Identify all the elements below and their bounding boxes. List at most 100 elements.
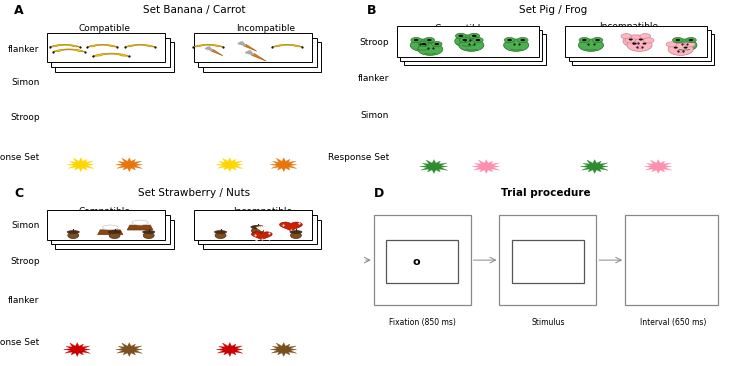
Polygon shape [67,158,94,172]
Ellipse shape [68,232,78,239]
Text: Set Strawberry / Nuts: Set Strawberry / Nuts [138,188,250,198]
Polygon shape [50,44,80,47]
Text: Interval (650 ms): Interval (650 ms) [641,317,707,326]
Text: flanker: flanker [8,296,40,305]
Text: D: D [374,187,384,199]
Text: Response Set: Response Set [328,153,389,162]
Text: Compatible: Compatible [434,24,486,33]
Ellipse shape [677,50,685,52]
Text: Simon: Simon [11,221,40,229]
Polygon shape [472,160,500,173]
Text: Incompatible: Incompatible [236,24,295,33]
Bar [572,34,714,65]
Circle shape [666,42,677,47]
Text: Stroop: Stroop [10,257,40,266]
Polygon shape [116,158,142,172]
Circle shape [459,35,463,37]
Circle shape [582,39,586,41]
Text: Incompatible: Incompatible [232,207,292,216]
Text: Stroop: Stroop [10,113,40,122]
Circle shape [504,39,528,51]
Polygon shape [125,44,155,47]
Circle shape [427,39,432,41]
Circle shape [454,35,480,48]
Bar [374,215,471,305]
Circle shape [643,42,647,45]
Polygon shape [210,49,223,56]
Circle shape [418,43,443,55]
Circle shape [621,34,632,39]
Circle shape [685,37,696,42]
Text: Simon: Simon [361,111,389,120]
Bar [55,220,174,249]
Polygon shape [92,53,130,56]
Bar [512,240,583,283]
Circle shape [459,39,484,51]
Circle shape [520,39,525,41]
Text: A: A [15,4,24,17]
Circle shape [676,39,680,41]
Text: flanker: flanker [8,45,40,54]
Polygon shape [87,44,117,47]
Circle shape [414,39,419,41]
Circle shape [592,37,603,42]
Circle shape [689,39,693,41]
Circle shape [674,46,678,49]
Circle shape [623,35,649,48]
Circle shape [668,43,693,55]
Text: Trial procedure: Trial procedure [501,188,591,198]
Text: Set Banana / Carrot: Set Banana / Carrot [143,5,246,15]
Bar [194,33,312,62]
Text: o: o [413,257,421,267]
Ellipse shape [108,231,121,233]
Ellipse shape [215,231,226,233]
Ellipse shape [143,232,154,239]
Bar [397,26,539,57]
Circle shape [463,39,467,41]
Ellipse shape [67,231,79,233]
Polygon shape [216,343,243,356]
Text: Response Set: Response Set [0,153,40,162]
Circle shape [673,37,683,42]
Ellipse shape [132,220,148,225]
Circle shape [595,39,600,41]
Bar [51,215,169,244]
Polygon shape [270,158,297,172]
Circle shape [435,43,439,45]
Text: Stimulus: Stimulus [531,317,564,326]
Circle shape [469,33,479,38]
Polygon shape [279,222,302,231]
Text: Compatible: Compatible [78,207,130,216]
Circle shape [411,37,421,42]
Text: flanker: flanker [358,74,389,83]
Polygon shape [243,44,257,51]
Polygon shape [581,160,608,173]
Ellipse shape [290,232,301,239]
Ellipse shape [109,232,120,239]
Circle shape [672,39,697,51]
Polygon shape [251,232,272,240]
Ellipse shape [290,231,302,233]
Circle shape [432,41,442,46]
Text: C: C [15,187,23,200]
Bar [198,38,317,67]
Polygon shape [216,158,243,172]
Text: Fixation (850 ms): Fixation (850 ms) [388,317,456,326]
Text: Simon: Simon [11,78,40,87]
Bar [202,220,321,249]
Bar [194,210,312,240]
Bar [47,33,165,62]
Text: Incompatible: Incompatible [599,22,658,31]
Polygon shape [644,160,671,173]
Ellipse shape [251,225,264,228]
Bar [198,215,317,244]
Circle shape [627,39,652,51]
Polygon shape [270,343,297,356]
Bar [47,210,165,240]
Ellipse shape [143,231,155,233]
Polygon shape [420,160,447,173]
Text: Set Pig / Frog: Set Pig / Frog [520,5,588,15]
Bar [569,30,710,61]
Ellipse shape [251,227,264,234]
Bar [499,215,597,305]
